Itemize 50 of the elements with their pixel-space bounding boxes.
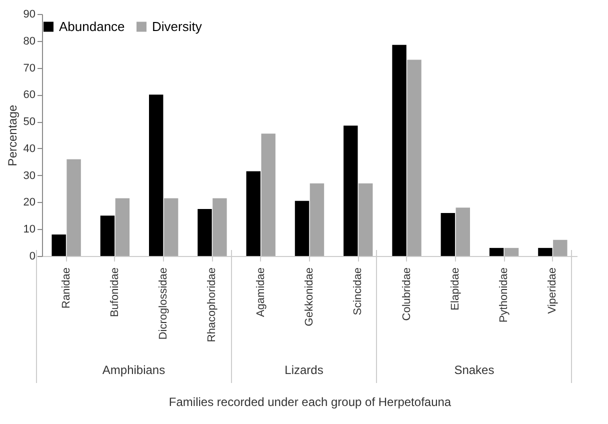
x-tick-label: Colubridae [400,268,413,321]
y-tick-label: 0 [29,250,36,262]
bar [52,234,66,256]
bar [310,183,324,256]
x-tick-label: Gekkonidae [304,268,316,326]
x-tick-label: Elapidae [449,268,462,310]
y-tick-label: 30 [23,170,36,182]
bar [164,198,178,256]
bar [344,126,358,256]
bar [212,198,227,256]
bar [489,248,504,256]
bar [149,94,164,256]
x-tick-label: Pythonidae [498,268,510,323]
x-tick-label: Dicroglossidae [158,268,170,340]
y-tick-label: 70 [23,62,36,74]
y-tick-label: 20 [23,196,36,209]
x-tick-label: Rhacophoridae [206,268,218,342]
y-tick-label: 40 [23,142,36,155]
bar [504,248,519,256]
text: Lizards [284,363,324,377]
bar [440,212,456,256]
bar [407,60,422,256]
x-tick-label: Bufonidae [108,268,121,318]
x-tick-label: Scincidae [352,268,364,316]
bar [261,134,276,256]
bar [115,198,130,256]
y-tick-label: 50 [23,116,36,128]
bar [294,200,310,256]
bar [392,44,406,256]
bar [100,216,115,256]
bar [553,240,568,256]
bar [66,159,81,256]
bar [358,183,373,256]
x-tick-label: Ranidae [60,268,72,308]
bar [538,248,552,256]
bar [198,208,212,256]
y-tick-label: 10 [23,224,36,236]
legend-label: Abundance [59,18,125,34]
legend-label: Diversity [152,18,202,34]
bar [456,208,470,256]
x-axis-title: Families recorded under each group of Herpetofauna [168,395,452,410]
bar [246,171,260,256]
y-tick-label: 80 [23,35,36,48]
y-tick-label: 60 [23,89,36,102]
x-tick-label: Agamidae [254,268,267,318]
text: Amphibians [101,363,166,377]
y-axis-title: Percentage [5,104,20,166]
text: Snakes [453,363,496,377]
x-tick-label: Viperidae [546,268,559,314]
y-tick-label: 90 [23,8,36,20]
